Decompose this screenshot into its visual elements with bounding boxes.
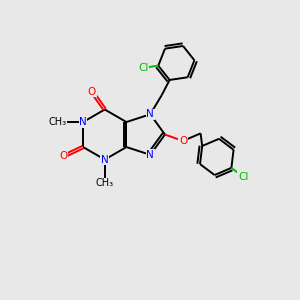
Text: Cl: Cl [139,63,149,73]
Text: N: N [146,109,154,119]
Text: O: O [59,152,67,161]
Text: CH₃: CH₃ [96,178,114,188]
Text: CH₃: CH₃ [48,117,67,127]
Text: O: O [88,86,96,97]
Text: N: N [146,150,154,160]
Text: N: N [79,117,87,127]
Text: O: O [179,136,187,146]
Text: N: N [101,154,109,165]
Text: Cl: Cl [238,172,248,182]
